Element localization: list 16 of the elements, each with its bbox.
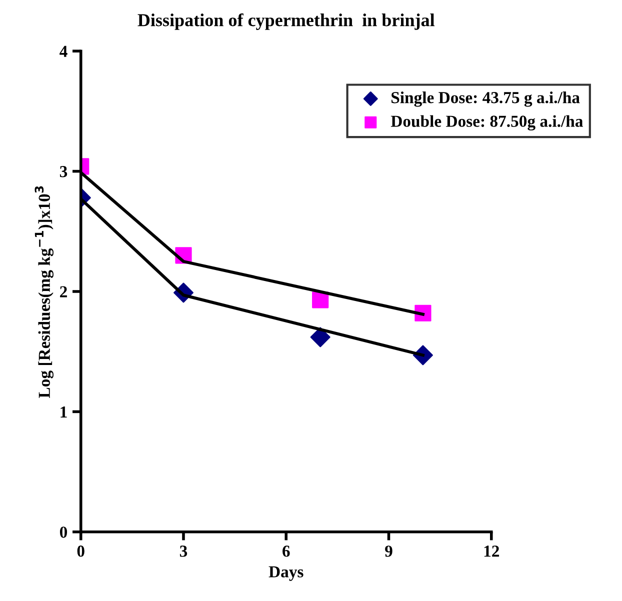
y-tick-label: 2 bbox=[60, 286, 67, 298]
x-axis-title: Days bbox=[268, 566, 304, 581]
x-tick-label: 0 bbox=[77, 546, 84, 557]
y-tick-label: 3 bbox=[60, 166, 68, 178]
y-tick-label: 1 bbox=[60, 406, 67, 418]
x-tick-label: 6 bbox=[282, 546, 290, 557]
y-tick-label: 0 bbox=[60, 526, 68, 538]
legend-label: Single Dose: 43.75 g a.i./ha bbox=[392, 92, 580, 107]
y-axis-title: Log [Residues(mg kg$^{−1}$)]x10$^{3}$ bbox=[34, 186, 54, 398]
y-tick-label: 4 bbox=[60, 46, 68, 57]
x-tick-label: 3 bbox=[180, 546, 188, 557]
x-tick-label: 12 bbox=[484, 546, 499, 557]
x-tick-label: 9 bbox=[385, 546, 392, 557]
point bbox=[310, 327, 330, 348]
chart-title: Dissipation of cypermethrin in brinjal bbox=[138, 13, 435, 30]
legend-label: Double Dose: 87.50g a.i./ha bbox=[390, 115, 583, 130]
